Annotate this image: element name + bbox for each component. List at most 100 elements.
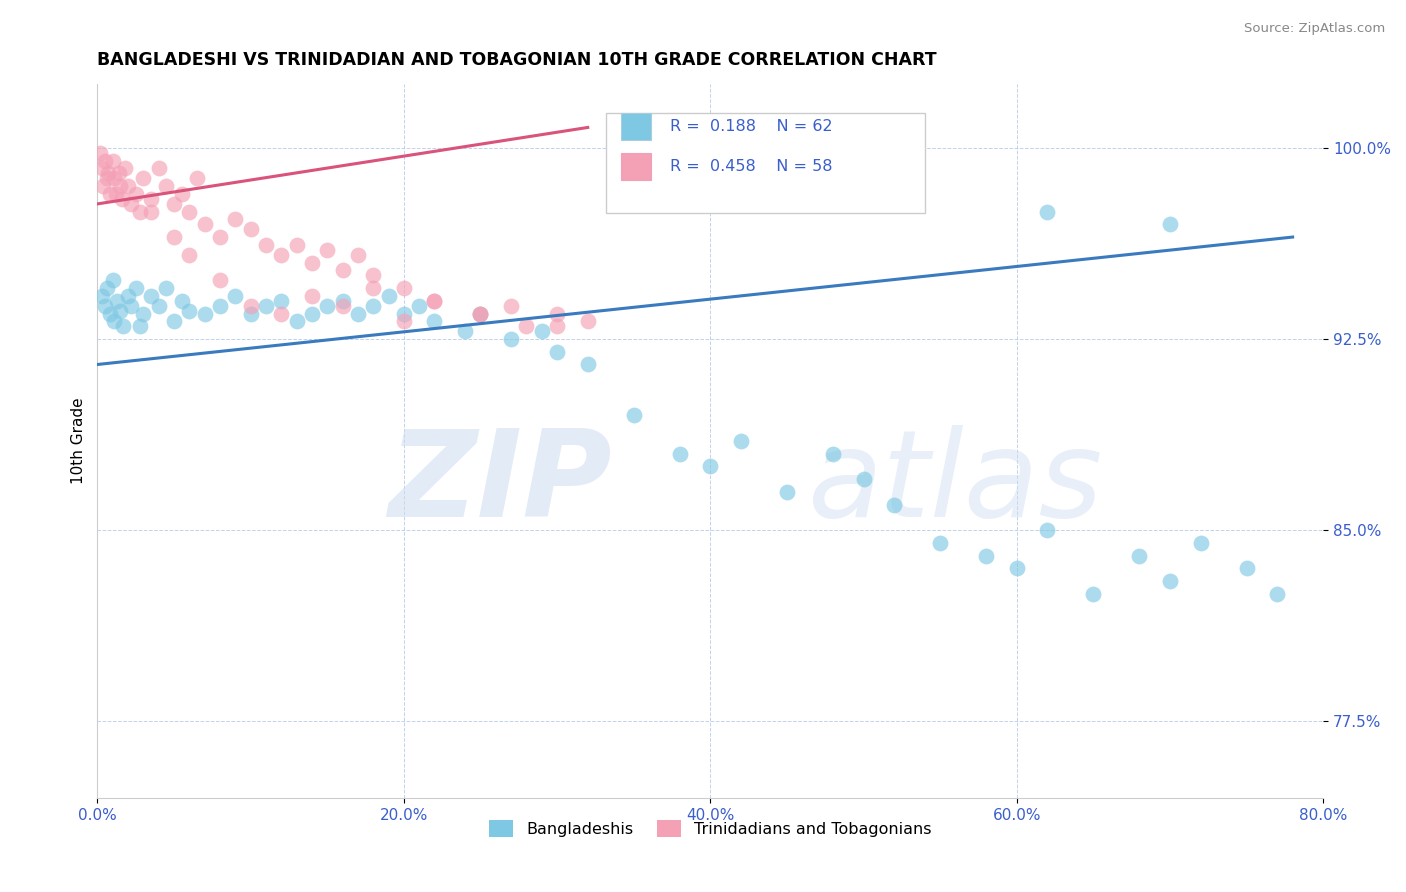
- Point: [148, 299, 170, 313]
- Text: atlas: atlas: [808, 425, 1104, 542]
- Point: [208, 273, 231, 287]
- Point: [111, 192, 134, 206]
- Point: [883, 498, 905, 512]
- Point: [163, 314, 186, 328]
- Point: [105, 293, 128, 308]
- Text: Source: ZipAtlas.com: Source: ZipAtlas.com: [1244, 22, 1385, 36]
- Point: [117, 179, 139, 194]
- Point: [254, 237, 277, 252]
- FancyBboxPatch shape: [621, 112, 651, 140]
- Point: [332, 263, 354, 277]
- Point: [194, 217, 217, 231]
- Point: [423, 293, 446, 308]
- Point: [120, 197, 142, 211]
- Point: [179, 304, 201, 318]
- Point: [124, 186, 146, 201]
- Point: [270, 248, 292, 262]
- Point: [94, 299, 117, 313]
- Text: R =  0.458    N = 58: R = 0.458 N = 58: [669, 160, 832, 175]
- Point: [301, 255, 323, 269]
- Point: [239, 299, 262, 313]
- Point: [454, 324, 477, 338]
- Point: [129, 319, 152, 334]
- Point: [179, 248, 201, 262]
- Point: [699, 459, 721, 474]
- Point: [316, 299, 339, 313]
- Point: [546, 344, 568, 359]
- Point: [301, 288, 323, 302]
- Point: [546, 319, 568, 334]
- Point: [110, 304, 132, 318]
- Point: [170, 186, 193, 201]
- Point: [120, 299, 142, 313]
- Point: [776, 484, 799, 499]
- Point: [139, 192, 162, 206]
- Point: [1159, 574, 1181, 589]
- FancyBboxPatch shape: [606, 112, 925, 212]
- Point: [98, 186, 121, 201]
- Point: [501, 299, 523, 313]
- Point: [852, 472, 875, 486]
- Point: [423, 314, 446, 328]
- Point: [224, 288, 246, 302]
- Point: [129, 204, 152, 219]
- Point: [285, 314, 308, 328]
- Point: [107, 166, 129, 180]
- Point: [104, 186, 127, 201]
- Point: [1036, 204, 1059, 219]
- Point: [155, 179, 177, 194]
- Point: [332, 293, 354, 308]
- Point: [93, 179, 115, 194]
- Point: [377, 288, 399, 302]
- Point: [361, 299, 384, 313]
- Point: [89, 145, 111, 160]
- Point: [623, 409, 645, 423]
- Point: [170, 293, 193, 308]
- Point: [179, 204, 201, 219]
- Point: [239, 306, 262, 320]
- Point: [576, 358, 599, 372]
- Point: [96, 281, 118, 295]
- Point: [974, 549, 997, 563]
- Point: [1159, 217, 1181, 231]
- Point: [347, 306, 370, 320]
- Point: [270, 306, 292, 320]
- Text: ZIP: ZIP: [388, 425, 612, 542]
- Point: [301, 306, 323, 320]
- Point: [254, 299, 277, 313]
- Point: [114, 161, 136, 176]
- Point: [929, 536, 952, 550]
- Point: [148, 161, 170, 176]
- Point: [194, 306, 217, 320]
- Point: [98, 306, 121, 320]
- Point: [103, 314, 125, 328]
- Point: [112, 319, 135, 334]
- Point: [730, 434, 752, 448]
- Point: [163, 197, 186, 211]
- Point: [668, 447, 690, 461]
- Point: [97, 166, 120, 180]
- Point: [163, 230, 186, 244]
- Point: [576, 314, 599, 328]
- Text: R =  0.188    N = 62: R = 0.188 N = 62: [669, 119, 832, 134]
- Point: [239, 222, 262, 236]
- Point: [1189, 536, 1212, 550]
- Point: [470, 306, 492, 320]
- Point: [101, 153, 124, 168]
- Point: [515, 319, 537, 334]
- Point: [101, 273, 124, 287]
- Point: [501, 332, 523, 346]
- Point: [392, 306, 415, 320]
- Point: [1083, 587, 1105, 601]
- Point: [392, 281, 415, 295]
- Point: [423, 293, 446, 308]
- Point: [392, 314, 415, 328]
- Point: [96, 171, 118, 186]
- Point: [132, 306, 155, 320]
- Point: [91, 161, 114, 176]
- Legend: Bangladeshis, Trinidadians and Tobagonians: Bangladeshis, Trinidadians and Tobagonia…: [482, 814, 938, 843]
- Point: [821, 447, 844, 461]
- Point: [361, 281, 384, 295]
- FancyBboxPatch shape: [621, 153, 651, 180]
- Point: [1236, 561, 1258, 575]
